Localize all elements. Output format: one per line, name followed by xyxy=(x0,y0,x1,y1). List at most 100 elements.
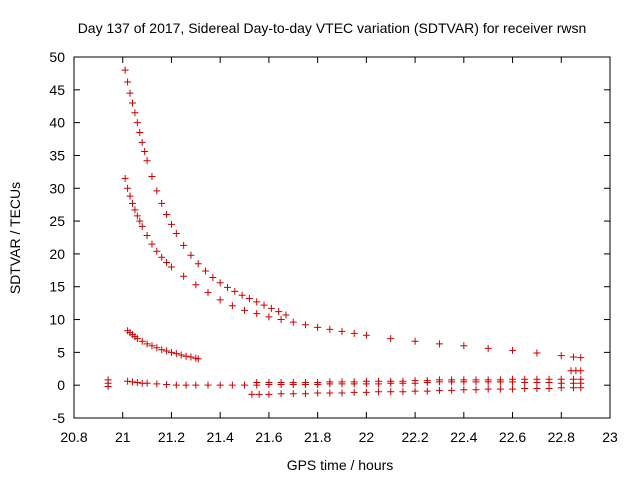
data-point xyxy=(545,375,553,383)
data-point xyxy=(301,321,309,329)
data-point xyxy=(435,340,443,348)
data-point xyxy=(131,206,139,214)
data-point xyxy=(192,381,200,389)
data-point xyxy=(326,389,334,397)
chart-title: Day 137 of 2017, Sidereal Day-to-day VTE… xyxy=(78,20,587,36)
data-point xyxy=(509,385,517,393)
data-point xyxy=(253,310,261,318)
data-point xyxy=(265,390,273,398)
data-point xyxy=(104,382,112,390)
data-point xyxy=(182,381,190,389)
data-point xyxy=(423,377,431,385)
data-point xyxy=(314,379,322,387)
data-point xyxy=(569,375,577,383)
data-point xyxy=(128,378,136,386)
data-point xyxy=(172,230,180,238)
x-axis-ticks: 20.8 21 21.2 21.4 21.6 21.8 22 22.2 22.4 22.6 22.8… xyxy=(60,57,618,445)
data-point xyxy=(228,381,236,389)
x-tick-label: 22.4 xyxy=(450,429,477,445)
series-arc-31 xyxy=(121,174,585,362)
data-point xyxy=(238,291,246,299)
data-point xyxy=(557,352,565,360)
series-arc-48 xyxy=(121,66,290,319)
y-tick-label: 5 xyxy=(57,344,65,360)
y-tick-label: 15 xyxy=(49,279,65,295)
data-point xyxy=(362,331,370,339)
data-point xyxy=(314,323,322,331)
x-tick-label: 21.4 xyxy=(207,429,234,445)
data-point xyxy=(289,318,297,326)
x-tick-label: 22.2 xyxy=(401,429,428,445)
y-axis-label: SDTVAR / TECUs xyxy=(7,182,23,294)
data-point xyxy=(411,387,419,395)
data-point xyxy=(163,211,171,219)
data-point xyxy=(362,377,370,385)
data-point xyxy=(472,376,480,384)
data-point xyxy=(435,386,443,394)
data-point xyxy=(350,329,358,337)
data-point xyxy=(509,375,517,383)
data-point xyxy=(163,381,171,389)
data-point xyxy=(121,174,129,182)
x-tick-label: 22 xyxy=(359,429,375,445)
data-point xyxy=(158,253,166,261)
data-point xyxy=(448,386,456,394)
data-point xyxy=(124,78,132,86)
data-point xyxy=(423,387,431,395)
data-point xyxy=(448,376,456,384)
x-tick-label: 20.8 xyxy=(60,429,87,445)
data-point xyxy=(387,335,395,343)
x-tick-label: 23 xyxy=(602,429,618,445)
data-point xyxy=(182,352,190,360)
data-point xyxy=(148,240,156,248)
y-tick-label: 40 xyxy=(49,115,65,131)
data-point xyxy=(121,66,129,74)
data-point xyxy=(143,232,151,240)
data-point xyxy=(277,316,285,324)
data-point xyxy=(138,222,146,230)
data-point xyxy=(472,386,480,394)
data-point xyxy=(180,272,188,280)
x-tick-label: 22.8 xyxy=(548,429,575,445)
data-point xyxy=(275,308,283,316)
data-point xyxy=(326,325,334,333)
data-point xyxy=(301,390,309,398)
data-point xyxy=(143,340,151,348)
data-point xyxy=(124,184,132,192)
data-point xyxy=(187,353,195,361)
data-point xyxy=(326,378,334,386)
data-point xyxy=(131,109,139,117)
data-point xyxy=(265,313,273,321)
data-point xyxy=(216,381,224,389)
data-point xyxy=(172,350,180,358)
data-point xyxy=(148,342,156,350)
data-point xyxy=(209,274,217,282)
x-tick-label: 22.6 xyxy=(499,429,526,445)
x-tick-label: 21.8 xyxy=(304,429,331,445)
series-isolated xyxy=(104,376,112,390)
data-point xyxy=(399,388,407,396)
x-tick-label: 21 xyxy=(115,429,131,445)
data-point xyxy=(521,384,529,392)
y-tick-label: 10 xyxy=(49,312,65,328)
data-point xyxy=(411,377,419,385)
data-point xyxy=(265,379,273,387)
y-axis-ticks: -5 0 5 10 15 20 25 30 35 40 45 50 xyxy=(49,49,610,426)
data-point xyxy=(167,348,175,356)
data-point xyxy=(496,385,504,393)
data-point xyxy=(163,347,171,355)
data-point xyxy=(124,377,132,385)
data-point xyxy=(460,376,468,384)
data-point xyxy=(533,384,541,392)
data-point xyxy=(375,388,383,396)
data-point xyxy=(177,351,185,359)
data-point xyxy=(128,199,136,207)
x-tick-label: 21.6 xyxy=(255,429,282,445)
data-point xyxy=(253,379,261,387)
data-point xyxy=(338,378,346,386)
data-point xyxy=(192,281,200,289)
data-point xyxy=(577,354,585,362)
data-point xyxy=(202,267,210,275)
data-point xyxy=(289,379,297,387)
data-point xyxy=(245,295,253,303)
